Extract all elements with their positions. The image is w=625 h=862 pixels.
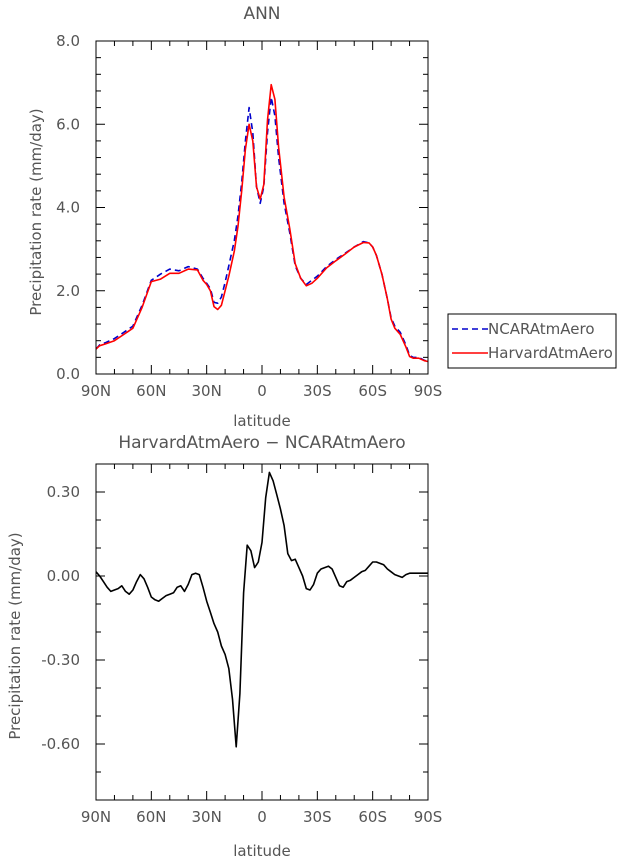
top-y-tick-label: 4.0 xyxy=(56,199,80,217)
bottom-chart-title: HarvardAtmAero − NCARAtmAero xyxy=(118,433,405,453)
top-x-tick-label: 0 xyxy=(257,382,267,400)
bottom-y-tick-label: -0.60 xyxy=(41,735,80,753)
top-y-tick-labels: 0.0 2.0 4.0 6.0 8.0 xyxy=(56,32,80,383)
top-x-axis-label: latitude xyxy=(233,412,291,430)
top-plot-frame xyxy=(95,40,429,375)
top-x-tick-labels: 90N 60N 30N 0 30S 60S 90S xyxy=(81,382,442,400)
top-x-tick-label: 30N xyxy=(192,382,222,400)
top-chart: ANN 0.02.04.06.08.0 90N 60N 30N 0 30S 60S 90S … xyxy=(27,4,442,430)
top-y-tick-label: 8.0 xyxy=(56,32,80,50)
top-x-tick-label: 60N xyxy=(136,382,166,400)
top-series-lines xyxy=(95,83,429,363)
top-y-axis-label: Precipitation rate (mm/day) xyxy=(27,108,45,315)
legend-label-ncar: NCARAtmAero xyxy=(488,320,595,338)
bottom-x-axis-label: latitude xyxy=(233,842,291,860)
bottom-x-tick-label: 0 xyxy=(257,808,267,826)
top-x-tick-label: 60S xyxy=(358,382,387,400)
top-axis-ticks xyxy=(95,40,429,375)
top-series-line-ncaratmaero xyxy=(95,96,429,363)
bottom-x-tick-label: 30S xyxy=(303,808,332,826)
legend-label-harvard: HarvardAtmAero xyxy=(488,344,613,362)
bottom-x-tick-label: 30N xyxy=(192,808,222,826)
top-y-tick-label: 0.0 xyxy=(56,365,80,383)
bottom-series-lines xyxy=(95,471,428,748)
bottom-series-line-0 xyxy=(95,471,428,748)
top-series-line-harvardatmaero xyxy=(95,83,429,363)
bottom-x-tick-labels: 90N 60N 30N 0 30S 60S 90S xyxy=(81,808,442,826)
bottom-x-tick-label: 90S xyxy=(414,808,443,826)
top-x-tick-label: 90S xyxy=(414,382,443,400)
bottom-y-tick-label: 0.00 xyxy=(47,567,80,585)
bottom-axis-ticks xyxy=(95,463,429,801)
bottom-y-tick-labels: -0.60 -0.30 0.00 0.30 xyxy=(41,483,80,753)
top-x-tick-label: 90N xyxy=(81,382,111,400)
top-y-tick-label: 6.0 xyxy=(56,115,80,133)
bottom-y-tick-label: 0.30 xyxy=(47,483,80,501)
legend-box xyxy=(447,313,617,369)
bottom-chart: HarvardAtmAero − NCARAtmAero -0.60 -0.30 0… xyxy=(6,433,442,860)
bottom-x-tick-label: 60S xyxy=(358,808,387,826)
top-y-tick-label: 2.0 xyxy=(56,282,80,300)
bottom-plot-frame xyxy=(95,463,429,801)
bottom-y-tick-label: -0.30 xyxy=(41,651,80,669)
top-x-tick-label: 30S xyxy=(303,382,332,400)
legend: NCARAtmAero HarvardAtmAero xyxy=(447,313,617,369)
bottom-y-axis-label: Precipitation rate (mm/day) xyxy=(6,532,24,739)
bottom-x-tick-label: 90N xyxy=(81,808,111,826)
top-chart-title: ANN xyxy=(243,4,280,24)
bottom-x-tick-label: 60N xyxy=(136,808,166,826)
